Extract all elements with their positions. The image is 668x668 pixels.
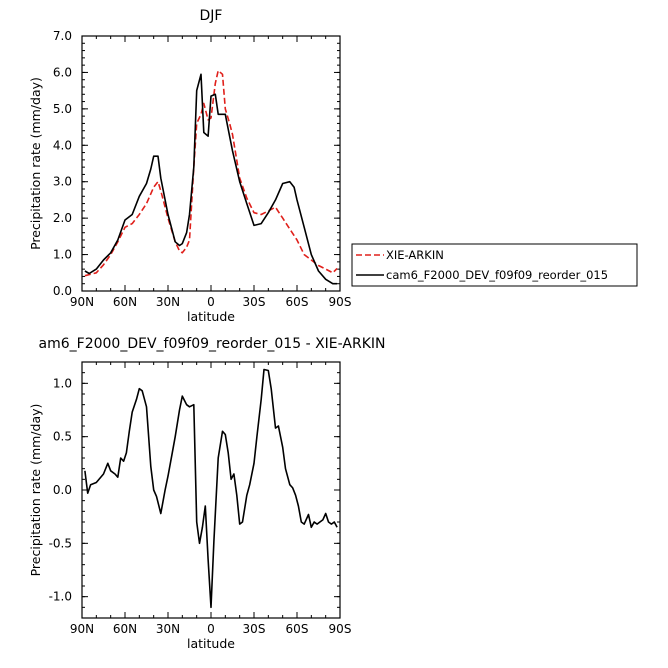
bottom-plot-frame xyxy=(81,361,341,619)
bottom-chart-panel: am6_F2000_DEV_f09f09_reorder_015 - XIE-A… xyxy=(28,336,385,651)
top-x-tick-label: 90N xyxy=(70,295,94,309)
bottom-x-tick-label: 0 xyxy=(207,622,215,636)
top-x-tick-label: 30S xyxy=(243,295,266,309)
legend: XIE-ARKIN cam6_F2000_DEV_f09f09_reorder_… xyxy=(351,243,638,287)
bottom-x-tick-label: 30S xyxy=(243,622,266,636)
top-x-tick-label: 30N xyxy=(156,295,180,309)
legend-entry-xie-arkin: XIE-ARKIN xyxy=(386,248,444,262)
top-y-axis-label: Precipitation rate (mm/day) xyxy=(28,77,43,250)
legend-box xyxy=(351,243,638,287)
top-x-tick-label: 60N xyxy=(113,295,137,309)
top-series-line-0 xyxy=(84,69,338,277)
bottom-y-tick-label: 1.0 xyxy=(53,376,72,390)
bottom-chart-title: am6_F2000_DEV_f09f09_reorder_015 - XIE-A… xyxy=(39,336,386,352)
top-x-tick-label: 90S xyxy=(329,295,352,309)
top-chart-panel: DJF 90N 60N 30N 0 30S 60S 90S 0.0 1.0 2.0 3.0 4.0 5.… xyxy=(28,8,351,324)
top-y-tick-label: 0.0 xyxy=(53,284,72,298)
bottom-y-tick-label: 0.0 xyxy=(53,483,72,497)
bottom-y-tick-label: 0.5 xyxy=(53,430,72,444)
bottom-y-axis-label: Precipitation rate (mm/day) xyxy=(28,404,43,577)
top-y-tick-label: 4.0 xyxy=(53,138,72,152)
top-y-tick-label: 5.0 xyxy=(53,102,72,116)
top-series-line-1 xyxy=(84,73,338,285)
top-plot-area: 90N 60N 30N 0 30S 60S 90S 0.0 1.0 2.0 3.0 4.0 5.0 6.0… xyxy=(53,29,352,309)
bottom-series-line-0 xyxy=(84,368,338,609)
bottom-x-tick-label: 90N xyxy=(70,622,94,636)
bottom-y-tick-label: -1.0 xyxy=(49,590,72,604)
top-y-tick-label: 2.0 xyxy=(53,211,72,225)
bottom-x-tick-label: 90S xyxy=(329,622,352,636)
top-x-tick-label: 0 xyxy=(207,295,215,309)
top-x-tick-label: 60S xyxy=(286,295,309,309)
legend-entry-cam6: cam6_F2000_DEV_f09f09_reorder_015 xyxy=(386,268,608,282)
top-y-tick-label: 3.0 xyxy=(53,175,72,189)
bottom-y-tick-label: -0.5 xyxy=(49,536,72,550)
bottom-x-axis-label: latitude xyxy=(187,636,235,651)
bottom-x-tick-label: 60S xyxy=(286,622,309,636)
top-y-tick-label: 1.0 xyxy=(53,248,72,262)
bottom-plot-area: 90N 60N 30N 0 30S 60S 90S -1.0 -0.5 0.0 0.5 1.0 xyxy=(49,361,352,636)
top-x-axis-label: latitude xyxy=(187,309,235,324)
top-chart-title: DJF xyxy=(200,8,223,24)
top-y-tick-label: 7.0 xyxy=(53,29,72,43)
top-plot-frame xyxy=(81,35,341,292)
bottom-x-tick-label: 60N xyxy=(113,622,137,636)
top-y-tick-label: 6.0 xyxy=(53,65,72,79)
bottom-x-tick-label: 30N xyxy=(156,622,180,636)
